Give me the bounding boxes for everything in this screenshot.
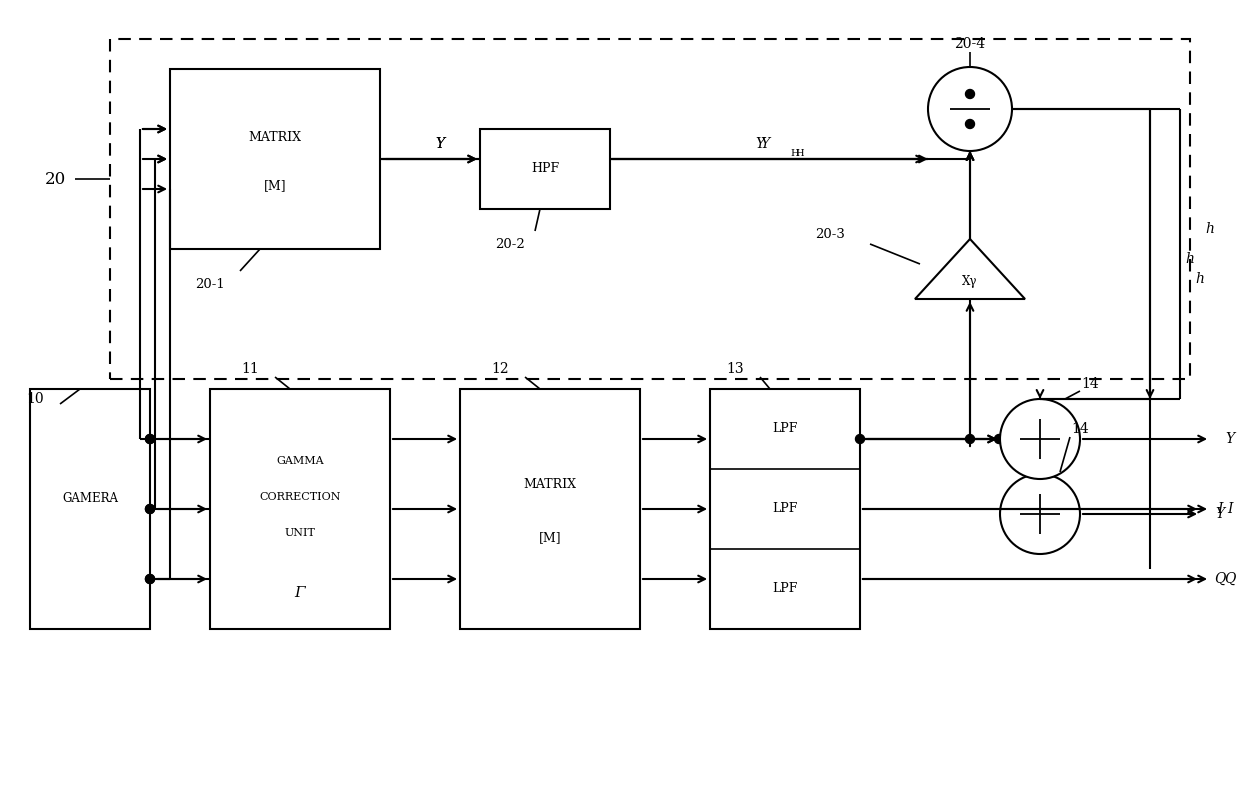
Text: 13: 13 (727, 362, 744, 376)
Bar (170, 69, 379, 249)
Text: h: h (1195, 272, 1204, 286)
Text: 11: 11 (241, 362, 259, 376)
Circle shape (856, 434, 864, 443)
Text: [M]: [M] (538, 532, 562, 544)
Text: I: I (1228, 502, 1233, 516)
Text: CORRECTION: CORRECTION (259, 492, 341, 502)
Text: MATRIX: MATRIX (248, 131, 301, 144)
Text: H: H (796, 150, 805, 159)
Circle shape (966, 90, 975, 99)
Circle shape (928, 67, 1012, 151)
Circle shape (145, 434, 155, 443)
Text: MATRIX: MATRIX (523, 478, 577, 492)
Text: UNIT: UNIT (284, 528, 315, 538)
Polygon shape (915, 239, 1025, 299)
Text: 20-3: 20-3 (815, 227, 844, 240)
Text: LPF: LPF (773, 502, 797, 515)
Circle shape (145, 505, 155, 514)
Bar (480, 129, 610, 209)
Circle shape (145, 574, 155, 583)
Text: 14: 14 (1071, 422, 1089, 436)
Text: 12: 12 (491, 362, 508, 376)
Text: [M]: [M] (264, 180, 286, 193)
Circle shape (966, 120, 975, 129)
Text: H: H (791, 150, 800, 159)
Text: 20: 20 (45, 171, 66, 188)
Text: 20-2: 20-2 (495, 238, 525, 251)
Text: LPF: LPF (773, 422, 797, 435)
Text: 14: 14 (1081, 377, 1099, 391)
Circle shape (999, 399, 1080, 479)
Text: Y: Y (1225, 432, 1235, 446)
Text: Y: Y (1215, 507, 1225, 521)
Text: Y: Y (760, 137, 770, 151)
Text: Y: Y (435, 137, 445, 151)
Circle shape (994, 434, 1003, 443)
Text: 20-1: 20-1 (195, 277, 224, 290)
Bar (210, 389, 391, 629)
Text: Q: Q (1224, 572, 1236, 586)
Text: HPF: HPF (531, 163, 559, 176)
Bar (30, 389, 150, 629)
Circle shape (145, 434, 155, 443)
Bar (460, 389, 640, 629)
Circle shape (999, 474, 1080, 554)
Text: Γ: Γ (295, 586, 305, 600)
Text: LPF: LPF (773, 582, 797, 595)
Text: h: h (1185, 252, 1194, 266)
Circle shape (145, 505, 155, 514)
Circle shape (145, 574, 155, 583)
Text: GAMERA: GAMERA (62, 493, 118, 506)
Text: Q: Q (1214, 572, 1225, 586)
Text: Xγ: Xγ (962, 276, 977, 289)
Bar (110, 39, 1190, 379)
Circle shape (966, 434, 975, 443)
Text: h: h (1205, 222, 1214, 236)
Text: Y: Y (755, 137, 765, 151)
Text: GAMMA: GAMMA (277, 456, 324, 466)
Text: I: I (1218, 502, 1223, 516)
Text: 20-4: 20-4 (955, 37, 986, 51)
Text: 10: 10 (26, 392, 43, 406)
Bar (711, 389, 861, 629)
Text: Y: Y (435, 137, 445, 151)
